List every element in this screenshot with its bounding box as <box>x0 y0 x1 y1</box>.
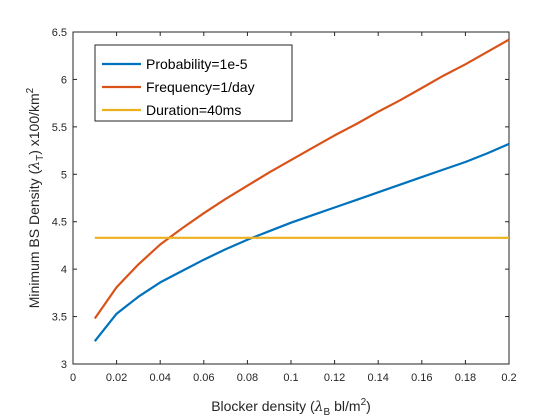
x-tick-label: 0 <box>70 372 76 384</box>
y-tick-label: 3.5 <box>52 312 67 324</box>
legend-label-duration: Duration=40ms <box>146 102 241 118</box>
x-tick-label: 0.1 <box>283 372 298 384</box>
x-tick-label: 0.06 <box>193 372 214 384</box>
x-tick-label: 0.2 <box>501 372 516 384</box>
y-tick-label: 6 <box>61 74 67 86</box>
y-tick-label: 5 <box>61 169 67 181</box>
x-tick-label: 0.16 <box>411 372 432 384</box>
x-tick-label: 0.02 <box>106 372 127 384</box>
x-tick-label: 0.04 <box>149 372 170 384</box>
y-tick-label: 4 <box>61 264 67 276</box>
y-tick-label: 5.5 <box>52 122 67 134</box>
y-tick-label: 4.5 <box>52 217 67 229</box>
legend-label-probability: Probability=1e-5 <box>146 56 248 72</box>
legend-label-frequency: Frequency=1/day <box>146 79 255 95</box>
x-tick-label: 0.14 <box>367 372 388 384</box>
x-axis-label: Blocker density (λB bl/m2) <box>211 397 371 418</box>
y-tick-label: 3 <box>61 359 67 371</box>
y-axis-label: Minimum BS Density (λT) x100/km2 <box>25 87 46 308</box>
x-tick-label: 0.12 <box>324 372 345 384</box>
y-tick-label: 6.5 <box>52 27 67 39</box>
legend: Probability=1e-5 Frequency=1/day Duratio… <box>95 45 292 121</box>
x-tick-label: 0.08 <box>237 372 258 384</box>
x-tick-label: 0.18 <box>455 372 476 384</box>
